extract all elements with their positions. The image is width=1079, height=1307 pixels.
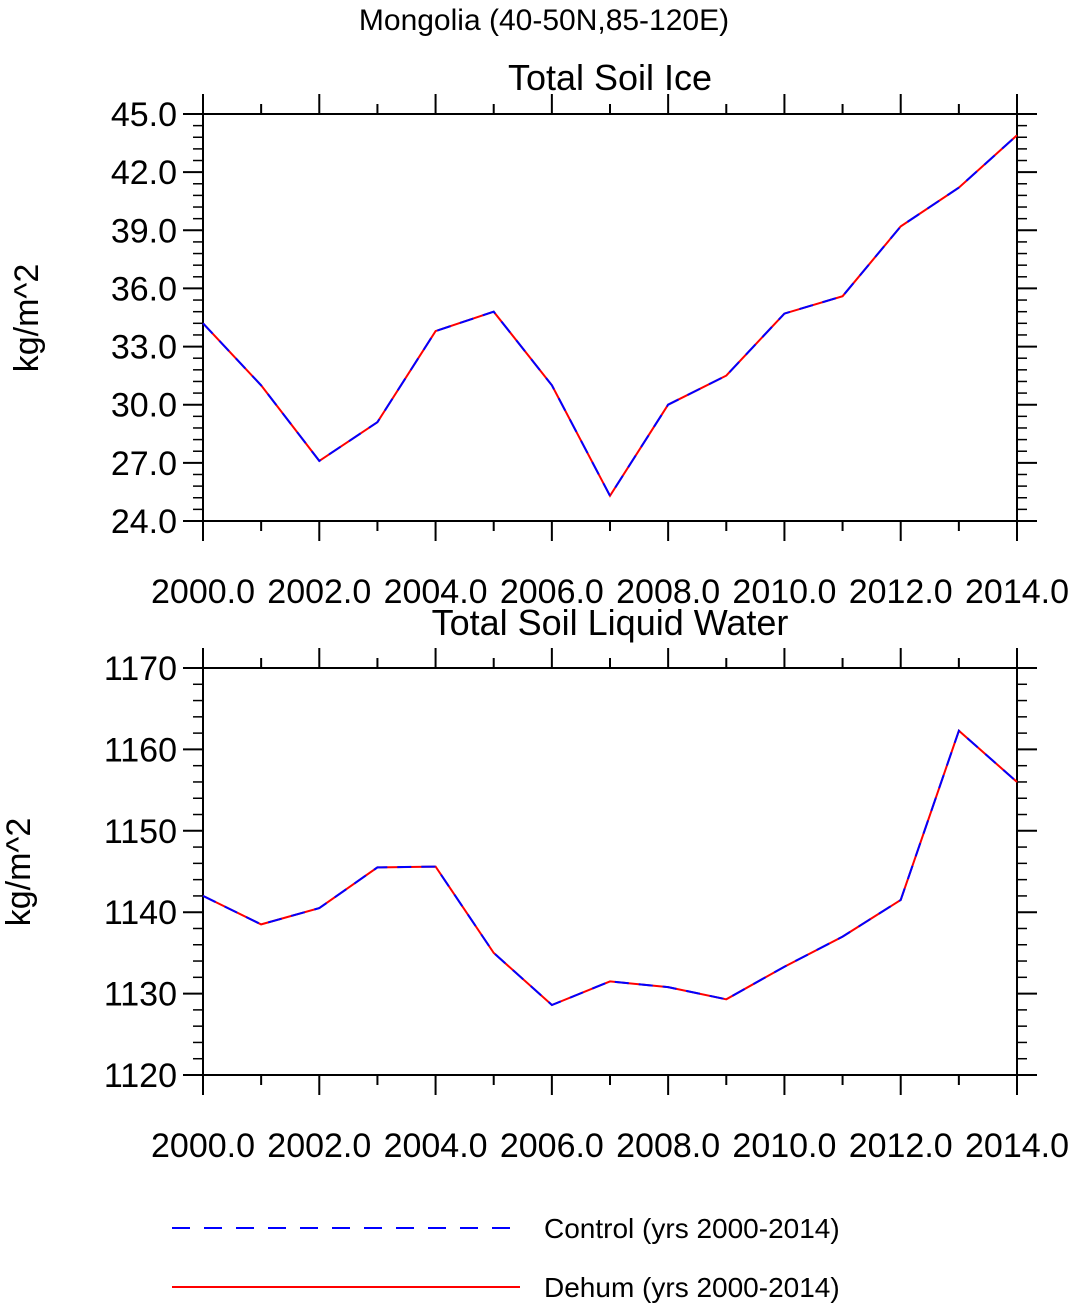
legend-label-dehum: Dehum (yrs 2000-2014) <box>544 1272 840 1303</box>
x-tick-label: 2008.0 <box>616 1127 720 1165</box>
plot-frame <box>202 667 1018 1076</box>
x-tick-label: 2004.0 <box>384 1127 488 1165</box>
x-tick-label: 2010.0 <box>732 1127 836 1165</box>
x-tick-label: 2006.0 <box>500 573 604 611</box>
series-line-control <box>202 134 1018 498</box>
x-tick-label: 2008.0 <box>616 573 720 611</box>
series-line-dehum <box>202 134 1018 498</box>
x-tick-label: 2012.0 <box>849 573 953 611</box>
y-tick-label: 1140 <box>104 894 177 932</box>
y-axis-label: kg/m^2 <box>0 818 38 927</box>
chart-panel-soil-ice: Total Soil Ice kg/m^2 2000.0 2002.0 2004.0… <box>8 57 1069 611</box>
y-tick-label: 1150 <box>104 813 177 851</box>
x-tick-label: 2010.0 <box>732 573 836 611</box>
x-tick-label: 2004.0 <box>384 573 488 611</box>
y-tick-label: 1160 <box>104 731 177 769</box>
y-tick-label: 39.0 <box>111 212 177 250</box>
legend-label-control: Control (yrs 2000-2014) <box>544 1213 840 1244</box>
y-tick-label: 1130 <box>104 976 177 1014</box>
x-tick-label: 2012.0 <box>849 1127 953 1165</box>
x-tick-label: 2002.0 <box>267 573 371 611</box>
x-tick-label: 2002.0 <box>267 1127 371 1165</box>
y-tick-label: 1120 <box>104 1057 177 1095</box>
y-tick-label: 45.0 <box>111 96 177 134</box>
y-tick-label: 42.0 <box>111 154 177 192</box>
x-tick-label: 2014.0 <box>965 1127 1069 1165</box>
plot-frame <box>202 113 1018 522</box>
series-line-control <box>202 728 1018 1007</box>
y-axis-label: kg/m^2 <box>8 264 46 373</box>
chart-title: Total Soil Liquid Water <box>432 602 789 643</box>
series-line-dehum <box>202 728 1018 1007</box>
x-tick-label: 2000.0 <box>151 573 255 611</box>
x-tick-label: 2014.0 <box>965 573 1069 611</box>
y-tick-label: 27.0 <box>111 445 177 483</box>
chart-panel-soil-liquid-water: Total Soil Liquid Water kg/m^2 2000.0 200… <box>0 602 1069 1165</box>
y-tick-label: 30.0 <box>111 387 177 425</box>
legend: Control (yrs 2000-2014) Dehum (yrs 2000-… <box>172 1213 840 1303</box>
y-tick-label: 33.0 <box>111 329 177 367</box>
y-tick-label: 24.0 <box>111 503 177 541</box>
x-tick-label: 2006.0 <box>500 1127 604 1165</box>
y-tick-label: 36.0 <box>111 270 177 308</box>
chart-title: Total Soil Ice <box>508 57 712 98</box>
y-tick-label: 1170 <box>104 650 177 688</box>
x-tick-label: 2000.0 <box>151 1127 255 1165</box>
figure-title: Mongolia (40-50N,85-120E) <box>359 4 729 37</box>
